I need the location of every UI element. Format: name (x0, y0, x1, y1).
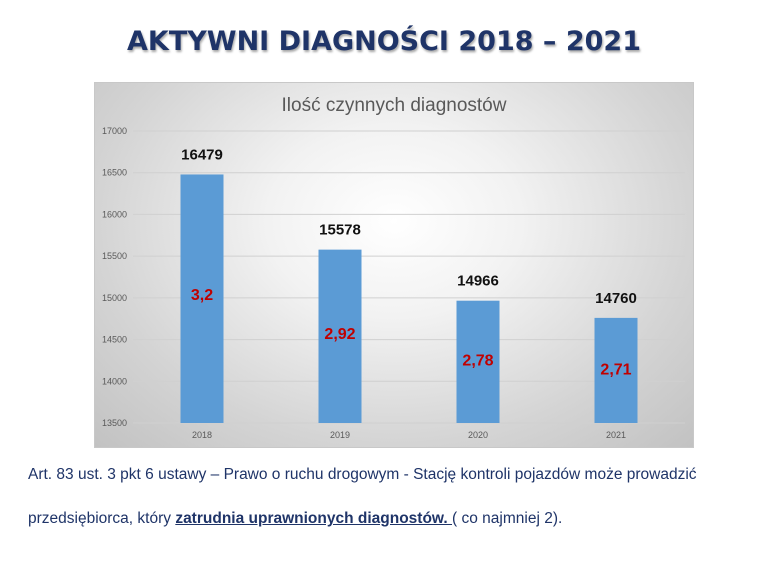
chart-panel: Ilość czynnych diagnostów 13500 14000 1450… (94, 82, 694, 448)
chart-title: Ilość czynnych diagnostów (282, 95, 507, 116)
x-axis-ticks: 2018 2019 2020 2021 (192, 430, 626, 440)
y-tick-label: 15500 (102, 251, 127, 261)
data-label: 14966 (457, 273, 499, 290)
inner-data-label: 2,78 (462, 352, 493, 369)
y-tick-label: 14000 (102, 376, 127, 386)
y-axis-ticks: 13500 14000 14500 15000 15500 16000 16500 17000 (102, 126, 127, 428)
y-tick-label: 14500 (102, 335, 127, 345)
y-tick-label: 15000 (102, 293, 127, 303)
bar (318, 249, 362, 423)
footer-line-2: przedsiębiorca, który zatrudnia uprawnio… (28, 510, 768, 528)
bar (594, 317, 638, 423)
inner-data-label: 2,71 (600, 361, 631, 378)
x-tick-label: 2019 (330, 430, 350, 440)
data-label: 16479 (181, 146, 223, 163)
bars: 16479 3,2 15578 2,92 14966 2,78 14760 2,71 (180, 146, 638, 423)
x-tick-label: 2018 (192, 430, 212, 440)
inner-data-label: 2,92 (324, 326, 355, 343)
y-tick-label: 17000 (102, 126, 127, 136)
x-tick-label: 2020 (468, 430, 488, 440)
y-tick-label: 16000 (102, 209, 127, 219)
footer-text-pre: przedsiębiorca, który (28, 510, 176, 527)
x-tick-label: 2021 (606, 430, 626, 440)
footer-emphasis: zatrudnia uprawnionych diagnostów. (175, 510, 453, 527)
bar (180, 174, 224, 423)
gridlines (133, 130, 685, 424)
data-label: 14760 (595, 290, 637, 307)
footer-text-post: ( co najmniej 2). (452, 510, 563, 527)
slide-title: AKTYWNI DIAGNOŚCI 2018 – 2021 (127, 26, 641, 57)
bar-chart: Ilość czynnych diagnostów 13500 14000 1450… (102, 95, 685, 440)
footer-line-1: Art. 83 ust. 3 pkt 6 ustawy – Prawo o ru… (28, 466, 697, 483)
bar (456, 300, 500, 423)
inner-data-label: 3,2 (191, 287, 213, 304)
data-label: 15578 (319, 222, 361, 239)
y-tick-label: 16500 (102, 168, 127, 178)
y-tick-label: 13500 (102, 418, 127, 428)
